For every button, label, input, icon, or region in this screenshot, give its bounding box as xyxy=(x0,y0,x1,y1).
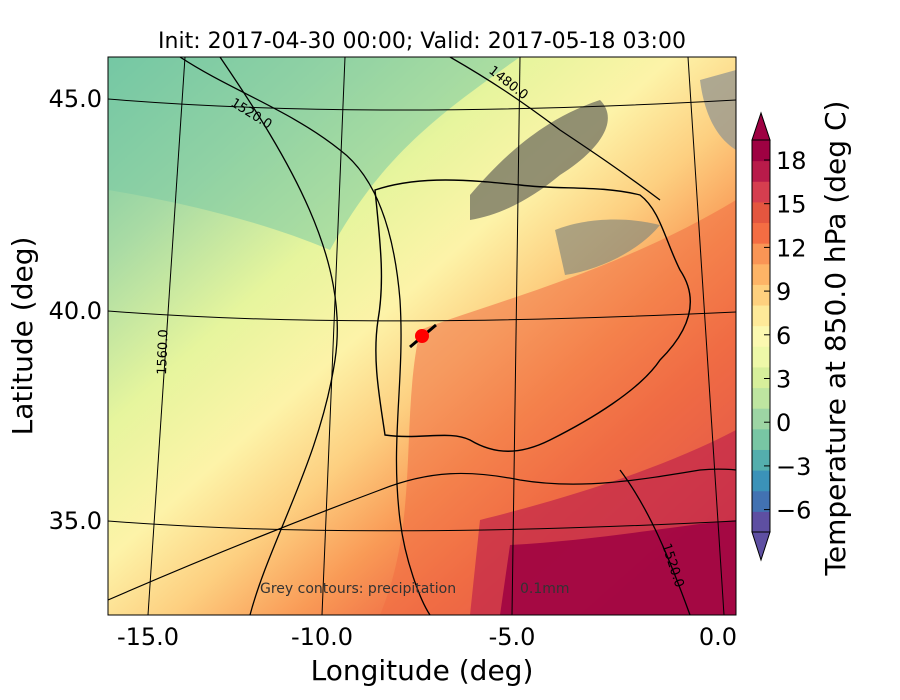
graticule xyxy=(108,57,736,615)
colorbar-bin xyxy=(752,243,770,265)
colorbar-tick-label: 12 xyxy=(776,234,807,262)
mountain-shading-alps xyxy=(700,70,736,150)
colorbar-bin xyxy=(752,284,770,306)
colorbar-bin xyxy=(752,511,770,533)
station-marker xyxy=(415,329,429,343)
contour-label-1560: 1560.0 xyxy=(155,329,172,375)
parallel-45 xyxy=(108,98,736,111)
hottest-region xyxy=(500,520,736,615)
colorbar-tick-label: 15 xyxy=(776,191,807,219)
contour-1480 xyxy=(449,57,661,201)
colorbar-bin xyxy=(752,428,770,450)
meridian-15w xyxy=(147,57,186,615)
colorbar-frame xyxy=(751,139,771,533)
colorbar-bin xyxy=(752,181,770,203)
x-tick-label: -5.0 xyxy=(489,623,536,651)
colorbar: 18 15 12 9 6 3 0 −3 −6 Temperature at 850.0 hPa … xyxy=(751,101,852,577)
parallel-40 xyxy=(108,310,736,322)
y-tick-label: 35.0 xyxy=(49,507,102,535)
colorbar-bin xyxy=(752,305,770,327)
map-panel: 1480.0 1520.0 1560.0 1520.0 Grey contour… xyxy=(108,57,736,615)
meridian-10w xyxy=(321,57,346,615)
meridian-0 xyxy=(687,57,725,615)
colorbar-tick-label: 6 xyxy=(776,322,791,350)
colorbar-bin xyxy=(752,160,770,182)
colorbar-bin xyxy=(752,449,770,471)
colorbar-extend-top xyxy=(751,111,771,141)
meridian-5w xyxy=(511,57,521,615)
y-tick-label: 40.0 xyxy=(49,297,102,325)
colorbar-bin xyxy=(752,140,770,162)
colorbar-bin xyxy=(752,263,770,285)
coastline-africa xyxy=(108,468,736,601)
colorbar-bins xyxy=(752,140,770,533)
colorbar-bin xyxy=(752,470,770,492)
contour-1520-south xyxy=(619,469,691,615)
x-tick-label: -10.0 xyxy=(291,623,353,651)
precipitation-note: Grey contours: precipitation xyxy=(260,581,456,597)
x-axis-label: Longitude (deg) xyxy=(311,654,534,687)
geopotential-contours xyxy=(179,57,691,615)
y-tick-label: 45.0 xyxy=(49,85,102,113)
colorbar-tick-label: 0 xyxy=(776,409,791,437)
colorbar-bin xyxy=(752,408,770,430)
colorbar-bin xyxy=(752,346,770,368)
colorbar-tick-label: 3 xyxy=(776,366,791,394)
parallel-35 xyxy=(108,520,736,532)
colorbar-bin xyxy=(752,490,770,512)
colorbar-ticks: 18 15 12 9 6 3 0 −3 −6 xyxy=(764,147,811,525)
colorbar-bin xyxy=(752,201,770,224)
colorbar-bin xyxy=(752,366,770,389)
x-tick-label: -15.0 xyxy=(117,623,179,651)
colorbar-bin xyxy=(752,325,770,347)
colorbar-bin xyxy=(752,387,770,409)
colorbar-bin xyxy=(752,222,770,244)
mountain-shading-pyrenees xyxy=(555,219,660,275)
map-frame xyxy=(107,56,737,616)
mountain-shading-north xyxy=(470,100,608,220)
x-axis: -15.0 -10.0 -5.0 0.0 Longitude (deg) xyxy=(117,623,737,687)
colorbar-extend-bottom xyxy=(751,531,771,562)
y-axis-label: Latitude (deg) xyxy=(6,237,39,436)
colorbar-tick-label: −3 xyxy=(776,453,811,481)
colorbar-tick-label: −6 xyxy=(776,497,811,525)
colorbar-label: Temperature at 850.0 hPa (deg C) xyxy=(819,101,852,577)
coastline-iberia xyxy=(374,179,692,452)
colorbar-tick-label: 9 xyxy=(776,278,791,306)
colorbar-tick-label: 18 xyxy=(776,147,807,175)
precipitation-note-tail: 0.1mm xyxy=(520,581,570,597)
y-axis: 45.0 40.0 35.0 Latitude (deg) xyxy=(6,85,102,535)
x-tick-label: 0.0 xyxy=(699,623,737,651)
chart-title: Init: 2017-04-30 00:00; Valid: 2017-05-1… xyxy=(158,29,686,54)
contour-1560 xyxy=(219,57,338,615)
contour-1520-north xyxy=(179,57,431,615)
